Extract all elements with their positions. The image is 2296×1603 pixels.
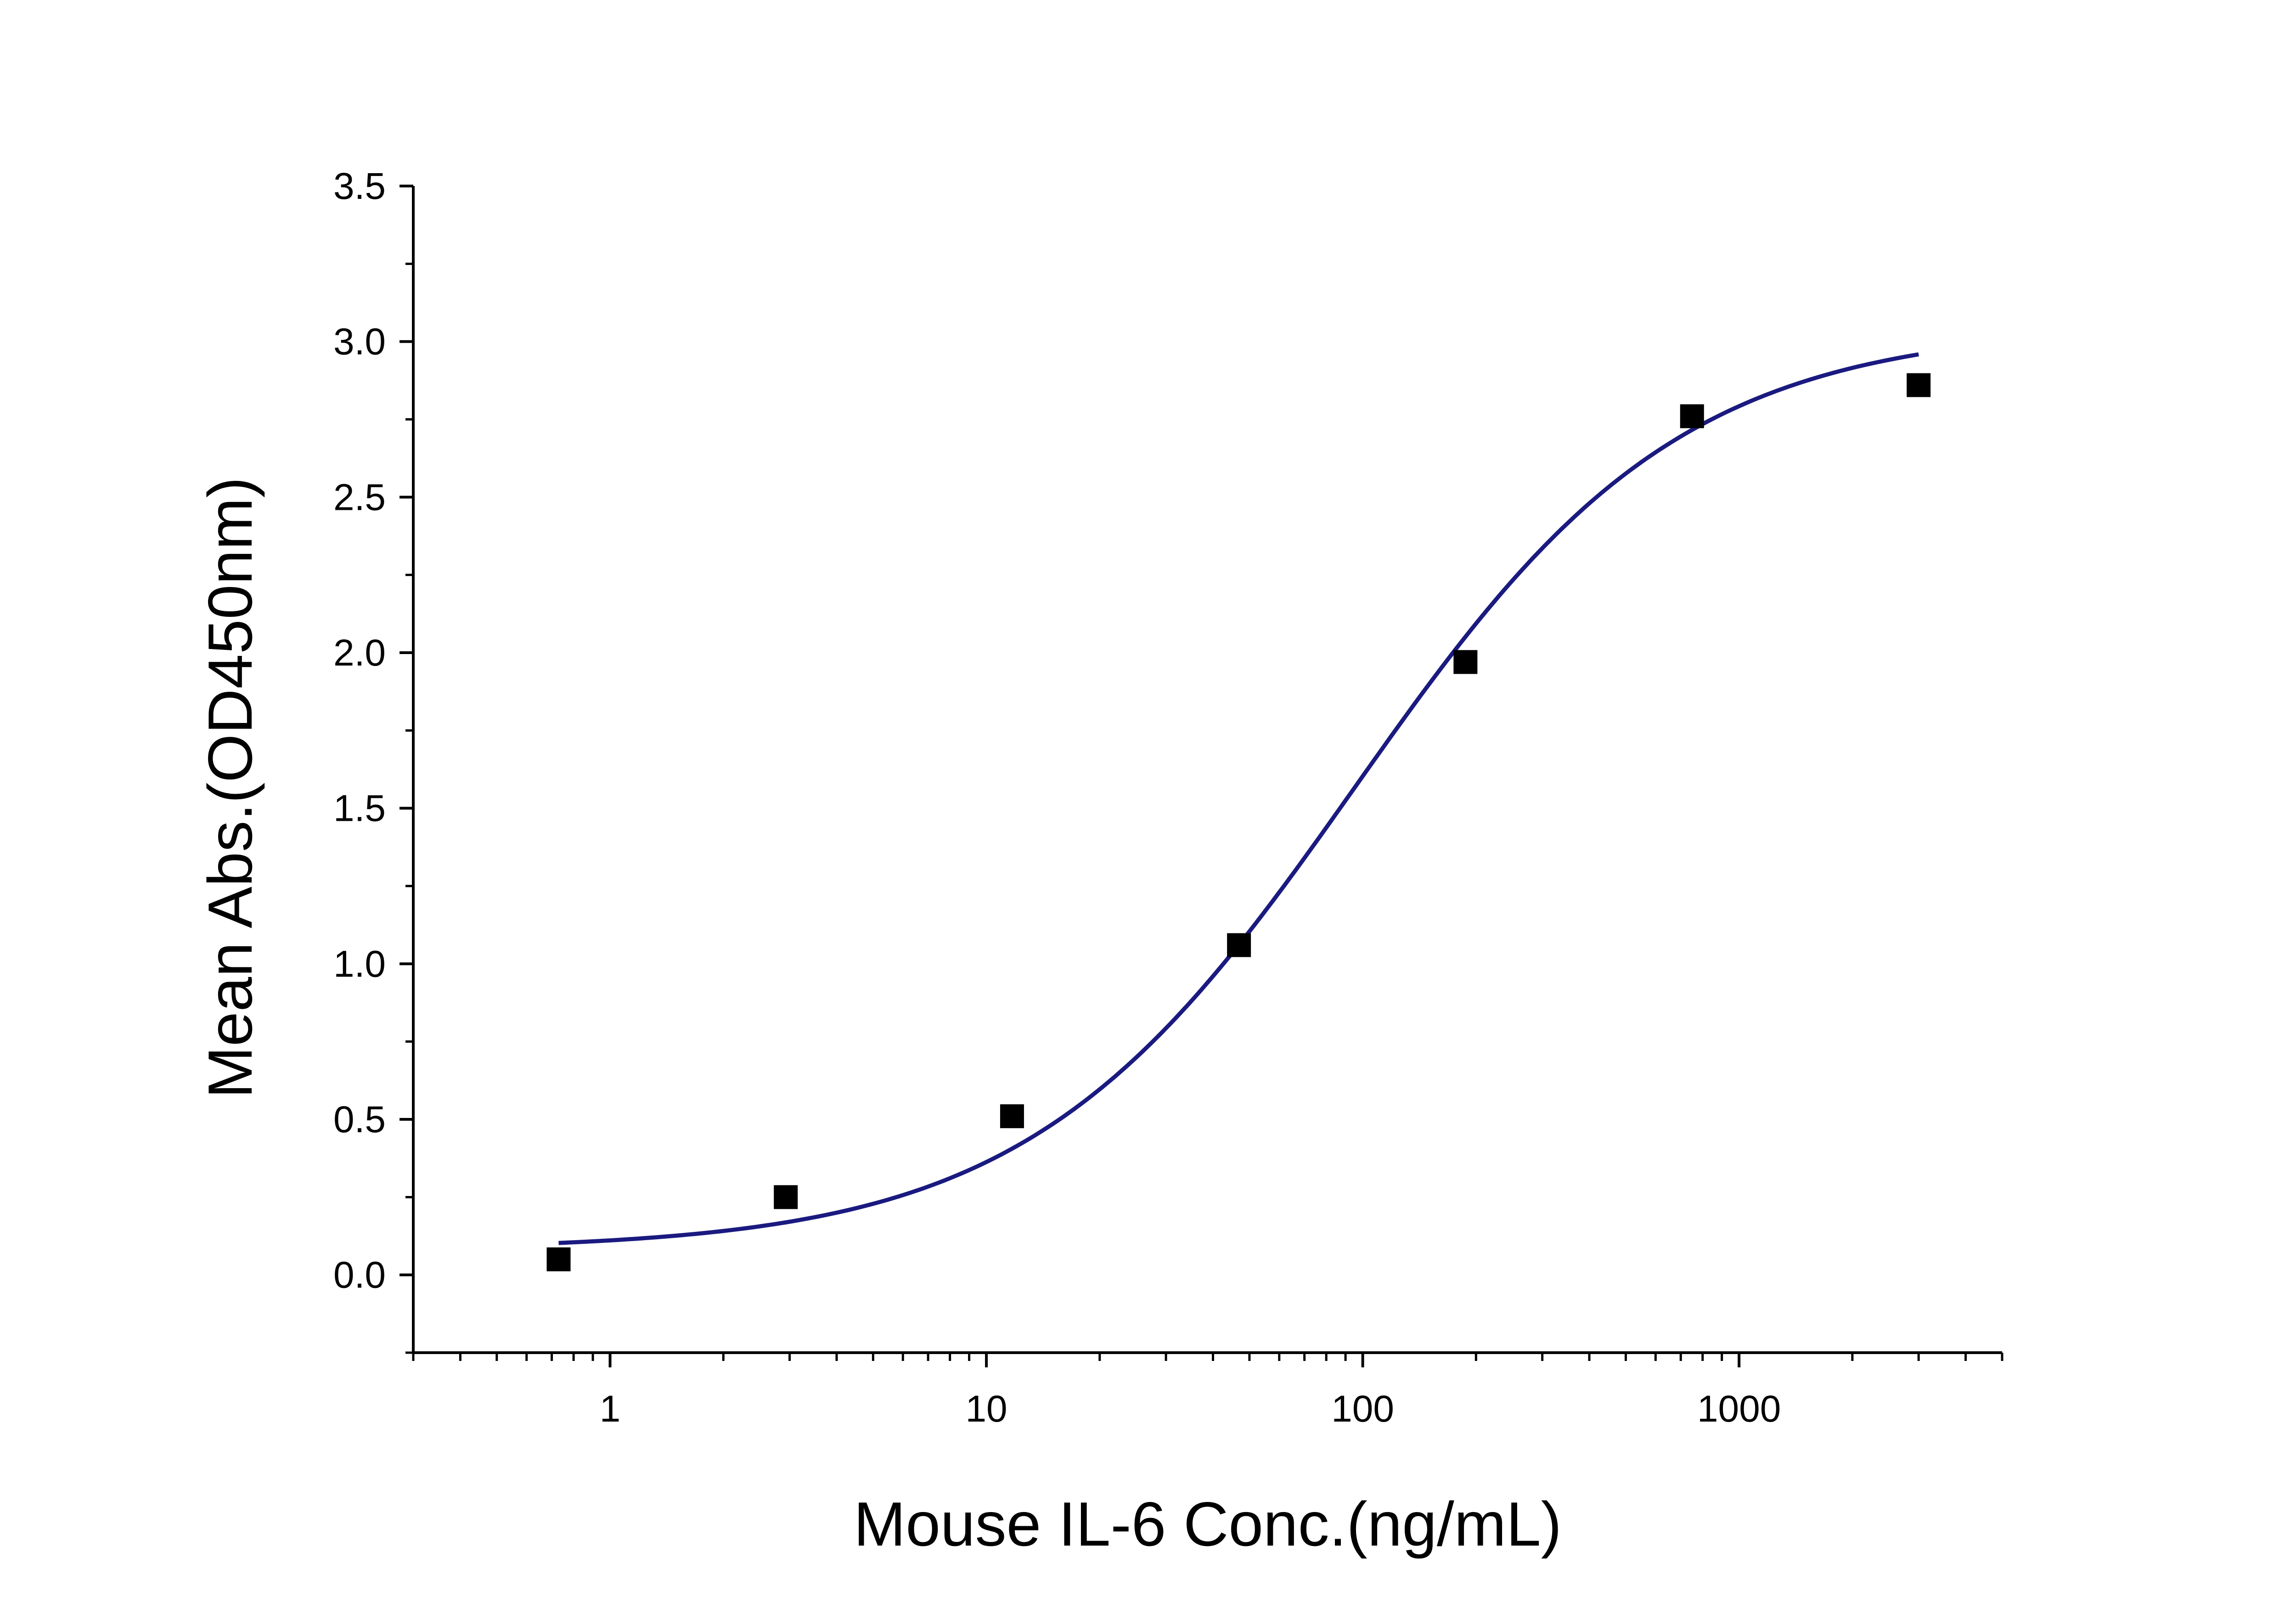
y-tick-label: 0.0 bbox=[333, 1254, 386, 1296]
data-point bbox=[774, 1185, 798, 1209]
y-tick-label: 2.0 bbox=[333, 632, 386, 674]
x-tick-label: 1 bbox=[600, 1388, 621, 1430]
data-point bbox=[1000, 1104, 1024, 1129]
fit-curve bbox=[558, 352, 1919, 1245]
x-axis-title: Mouse IL-6 Conc.(ng/mL) bbox=[854, 1489, 1562, 1559]
x-tick-label: 10 bbox=[965, 1388, 1007, 1430]
tick-labels: 0.0 0.5 1.0 1.5 2.0 2.5 3.0 3.5 1 10 100 1000 bbox=[333, 165, 1781, 1430]
axes bbox=[412, 186, 2002, 1354]
y-tick-label: 3.5 bbox=[333, 165, 386, 207]
y-tick-label: 0.5 bbox=[333, 1099, 386, 1140]
data-point bbox=[1680, 404, 1704, 429]
y-tick-label: 1.5 bbox=[333, 788, 386, 830]
data-point bbox=[1907, 373, 1931, 397]
minor-ticks bbox=[405, 262, 2003, 1361]
y-tick-label: 3.0 bbox=[333, 321, 386, 363]
data-points-layer bbox=[546, 373, 1931, 1271]
x-tick-label: 100 bbox=[1331, 1388, 1394, 1430]
ticks bbox=[400, 185, 1741, 1367]
data-point bbox=[1453, 650, 1478, 674]
y-tick-label: 2.5 bbox=[333, 476, 386, 518]
x-tick-label: 1000 bbox=[1697, 1388, 1781, 1430]
data-point bbox=[1227, 933, 1251, 957]
y-tick-label: 1.0 bbox=[333, 943, 386, 985]
y-axis-title: Mean Abs.(OD450nm) bbox=[195, 477, 265, 1098]
fit-curve-layer bbox=[558, 352, 1919, 1245]
data-point bbox=[546, 1247, 571, 1271]
